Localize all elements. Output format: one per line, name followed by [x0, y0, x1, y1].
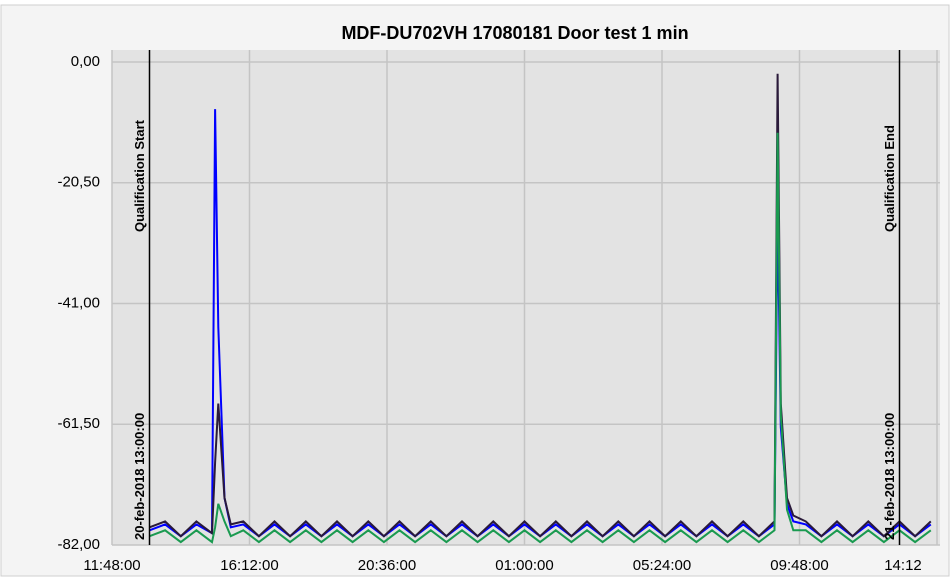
- y-tick-label: -61,50: [57, 415, 100, 432]
- data-line: [149, 132, 932, 544]
- x-tick-label: 14:12: [884, 557, 922, 574]
- y-tick-label: -20,50: [57, 174, 100, 191]
- x-tick-label: 01:00:00: [495, 557, 553, 574]
- annotation-date: 20-feb-2018 13:00:00: [132, 413, 147, 540]
- x-tick-label: 20:36:00: [358, 557, 416, 574]
- y-tick-label: -41,00: [57, 294, 100, 311]
- annotation-date: 21-feb-2018 13:00:00: [882, 413, 897, 540]
- x-tick-label: 09:48:00: [770, 557, 828, 574]
- y-tick-label: -82,00: [57, 536, 100, 553]
- y-tick-label: 0,00: [71, 53, 100, 70]
- x-tick-label: 16:12:00: [220, 557, 278, 574]
- data-line: [149, 73, 932, 538]
- x-tick-label: 05:24:00: [633, 557, 691, 574]
- x-tick-label: 11:48:00: [83, 557, 140, 574]
- annotation-label: Qualification Start: [132, 119, 147, 232]
- plot-area: [112, 50, 940, 545]
- annotation-label: Qualification End: [882, 125, 897, 232]
- chart-title: MDF-DU702VH 17080181 Door test 1 min: [341, 23, 688, 43]
